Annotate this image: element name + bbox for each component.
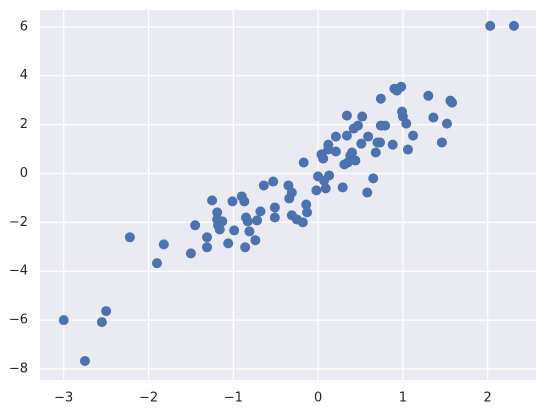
- point: [441, 118, 452, 129]
- y-tick-label: −2: [9, 215, 28, 230]
- y-tick-label: −8: [9, 362, 28, 377]
- point: [401, 118, 412, 129]
- x-tick-label: −1: [224, 391, 243, 406]
- point: [152, 258, 163, 269]
- point: [124, 232, 135, 243]
- point: [207, 195, 218, 206]
- point: [244, 226, 255, 237]
- point: [240, 242, 251, 253]
- point: [408, 130, 419, 141]
- point: [79, 355, 90, 366]
- point: [320, 183, 331, 194]
- point: [239, 196, 250, 207]
- y-tick-label: 0: [20, 166, 28, 181]
- point: [255, 206, 266, 217]
- point: [250, 235, 261, 246]
- x-tick-label: −2: [139, 391, 158, 406]
- point: [223, 238, 234, 249]
- point: [242, 216, 253, 227]
- x-tick-label: 2: [484, 391, 492, 406]
- x-tick-label: 1: [399, 391, 407, 406]
- point: [330, 131, 341, 142]
- point: [297, 217, 308, 228]
- point: [402, 144, 413, 155]
- point: [158, 239, 169, 250]
- point: [269, 202, 280, 213]
- point: [347, 147, 358, 158]
- x-tick-label: 0: [314, 391, 322, 406]
- point: [311, 185, 322, 196]
- point: [301, 199, 312, 210]
- point: [508, 20, 519, 31]
- point: [352, 120, 363, 131]
- point: [202, 232, 213, 243]
- point: [302, 207, 313, 218]
- point: [323, 144, 334, 155]
- point: [330, 146, 341, 157]
- point: [185, 248, 196, 259]
- point: [227, 196, 238, 207]
- x-tick-label: −3: [54, 391, 73, 406]
- point: [337, 182, 348, 193]
- point: [362, 187, 373, 198]
- y-tick-label: 4: [20, 68, 28, 83]
- point: [341, 110, 352, 121]
- point: [258, 180, 269, 191]
- point: [58, 315, 69, 326]
- point: [374, 137, 385, 148]
- point: [356, 138, 367, 149]
- point: [423, 90, 434, 101]
- point: [370, 147, 381, 158]
- y-tick-label: 2: [20, 117, 28, 132]
- point: [298, 157, 309, 168]
- point: [269, 212, 280, 223]
- point: [212, 207, 223, 218]
- point: [217, 216, 228, 227]
- y-tick-label: 6: [20, 19, 28, 34]
- point: [252, 215, 263, 226]
- point: [368, 173, 379, 184]
- y-tick-label: −6: [9, 313, 28, 328]
- point: [341, 130, 352, 141]
- point: [485, 20, 496, 31]
- point: [396, 81, 407, 92]
- point: [380, 120, 391, 131]
- point: [387, 139, 398, 150]
- point: [214, 224, 225, 235]
- point: [101, 306, 112, 317]
- point: [229, 225, 240, 236]
- point: [447, 97, 458, 108]
- point: [350, 155, 361, 166]
- point: [202, 242, 213, 253]
- point: [190, 220, 201, 231]
- point: [286, 187, 297, 198]
- point: [428, 112, 439, 123]
- point: [96, 317, 107, 328]
- point: [324, 170, 335, 181]
- point: [375, 93, 386, 104]
- point: [363, 131, 374, 142]
- point: [436, 137, 447, 148]
- point: [268, 176, 279, 187]
- point: [357, 111, 368, 122]
- point: [318, 153, 329, 164]
- y-tick-label: −4: [9, 264, 28, 279]
